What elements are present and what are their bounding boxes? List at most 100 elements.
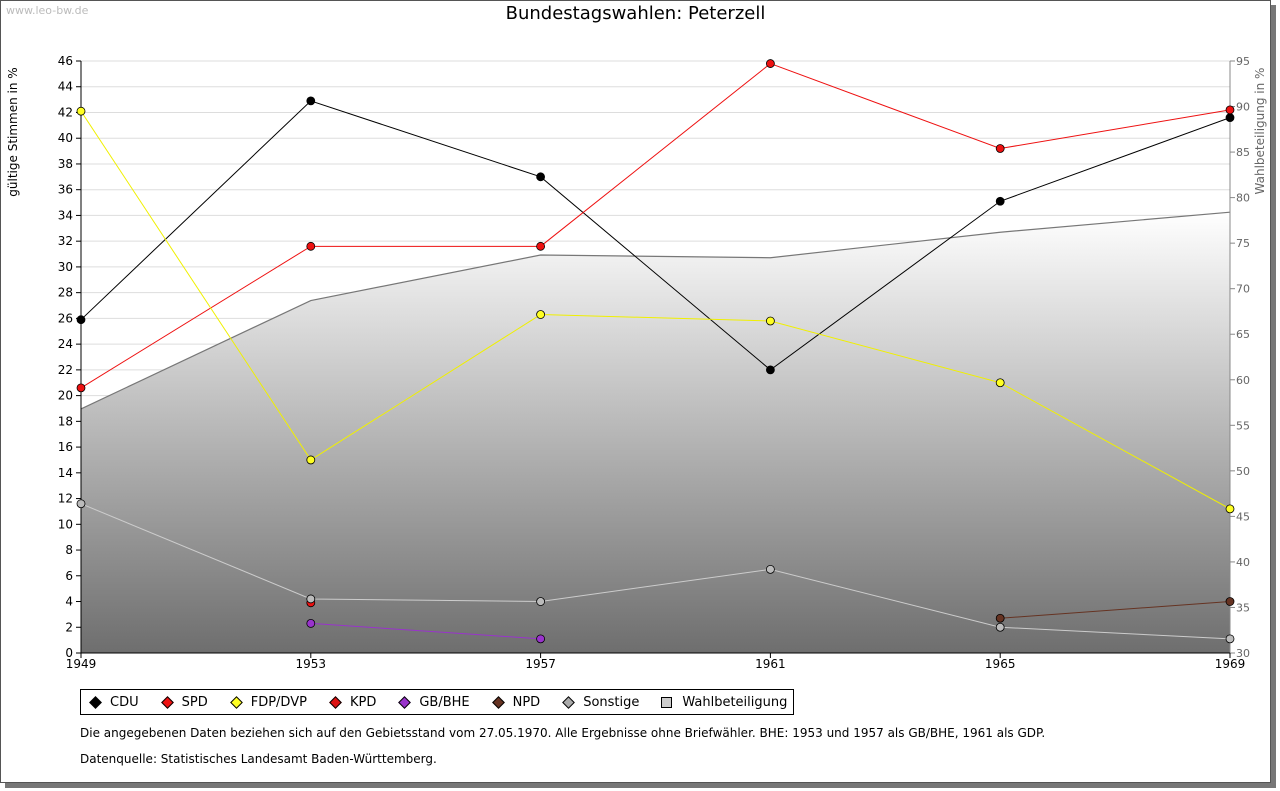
legend-item-fdp-dvp: FDP/DVP: [228, 695, 307, 710]
series-line-spd: [80, 63, 1231, 389]
series-line-gb-bhe: [310, 622, 541, 640]
y2-tick-label-40: 40: [1236, 556, 1250, 569]
point-cdu-1969: [1225, 113, 1235, 123]
x-tick-label-1953: 1953: [296, 657, 327, 671]
y-tick-label-18: 18: [58, 414, 73, 428]
legend-label: CDU: [110, 694, 139, 710]
turnout-area-fill: [81, 212, 1230, 654]
point-npd-1969: [1225, 597, 1235, 606]
legend-item-sonstige: Sonstige: [560, 695, 639, 710]
y-tick-label-40: 40: [58, 131, 73, 145]
y2-tick-label-60: 60: [1236, 374, 1250, 387]
legend-item-spd: SPD: [159, 695, 208, 710]
x-tick-label-1949: 1949: [66, 657, 97, 671]
legend-swatch: [562, 695, 576, 709]
point-spd-1969: [1225, 105, 1235, 115]
x-tick-label-1957: 1957: [525, 657, 556, 671]
y-tick-label-2: 2: [65, 620, 73, 634]
series-line-fdp-dvp: [80, 110, 1231, 510]
y-tick-label-46: 46: [58, 54, 73, 68]
y-tick-label-30: 30: [58, 260, 73, 274]
y-tick-label-34: 34: [58, 208, 73, 222]
y-tick-label-6: 6: [65, 569, 73, 583]
y-tick-label-20: 20: [58, 389, 73, 403]
point-sonstige-1957: [536, 597, 545, 606]
y-tick-label-44: 44: [58, 80, 73, 94]
y-tick-label-32: 32: [58, 234, 73, 248]
y-tick-label-10: 10: [58, 517, 73, 531]
legend-swatch: [229, 695, 243, 709]
point-sonstige-1953: [306, 594, 316, 604]
point-fdp-dvp-1965: [995, 378, 1005, 388]
y-tick-label-42: 42: [58, 105, 73, 119]
y-tick-label-14: 14: [58, 466, 73, 480]
data-source: Datenquelle: Statistisches Landesamt Bad…: [80, 752, 437, 766]
legend: CDU SPD FDP/DVP KPD GB/BHE NPD Sonstige Wahlbet…: [80, 689, 795, 715]
y-tick-label-8: 8: [65, 543, 73, 557]
y-tick-label-24: 24: [58, 337, 73, 351]
point-sonstige-1949: [76, 499, 86, 509]
axes: 0246810121416182022242628303234363840424…: [58, 54, 1250, 671]
y-tick-label-38: 38: [58, 157, 73, 171]
legend-swatch: [329, 695, 342, 709]
point-cdu-1957: [536, 172, 545, 182]
legend-swatch: [661, 696, 673, 708]
x-tick-label-1965: 1965: [985, 657, 1016, 671]
y2-tick-label-95: 95: [1236, 55, 1250, 68]
legend-label: Wahlbeteiligung: [682, 694, 788, 710]
series-line-sonstige: [80, 503, 1231, 640]
point-gb-bhe-1957: [536, 634, 545, 644]
point-spd-1957: [536, 241, 545, 251]
legend-swatch: [89, 695, 102, 709]
point-cdu-1965: [995, 196, 1005, 206]
watermark: www.leo-bw.de: [6, 4, 89, 17]
y2-tick-label-55: 55: [1236, 419, 1250, 432]
y2-tick-label-45: 45: [1236, 510, 1250, 523]
legend-swatch: [398, 695, 412, 709]
point-cdu-1953: [306, 96, 316, 106]
y-tick-label-0: 0: [65, 646, 73, 660]
y2-tick-label-35: 35: [1236, 601, 1250, 614]
legend-item-gb-bhe: GB/BHE: [396, 694, 470, 710]
point-fdp-dvp-1953: [306, 455, 316, 465]
y2-tick-label-50: 50: [1236, 465, 1250, 478]
point-sonstige-1965: [995, 622, 1005, 632]
point-gb-bhe-1953: [306, 619, 316, 628]
y2-tick-label-30: 30: [1236, 647, 1250, 660]
point-spd-1949: [76, 383, 86, 393]
y-axis-label-left: gültige Stimmen in %: [6, 67, 20, 197]
point-spd-1965: [995, 144, 1005, 153]
x-tick-label-1961: 1961: [755, 657, 786, 671]
y-tick-label-12: 12: [58, 492, 73, 506]
y-tick-label-4: 4: [65, 595, 73, 609]
point-sonstige-1969: [1225, 634, 1235, 644]
legend-item-cdu: CDU: [87, 695, 139, 710]
y2-tick-label-85: 85: [1236, 146, 1250, 159]
legend-swatch: [491, 695, 505, 709]
y-tick-label-26: 26: [58, 311, 73, 325]
point-sonstige-1961: [766, 564, 775, 574]
point-cdu-1961: [766, 365, 775, 375]
chart-title: Bundestagswahlen: Peterzell: [505, 3, 766, 24]
point-spd-1953: [306, 241, 316, 251]
point-fdp-dvp-1961: [766, 316, 775, 326]
y-tick-label-16: 16: [58, 440, 73, 454]
legend-label: FDP/DVP: [250, 694, 307, 710]
point-cdu-1949: [76, 315, 86, 325]
y2-tick-label-90: 90: [1236, 101, 1250, 114]
legend-item-kpd: KPD: [327, 695, 376, 710]
legend-label: Sonstige: [583, 694, 640, 710]
series-line-cdu: [80, 100, 1231, 371]
y-tick-label-36: 36: [58, 183, 73, 197]
legend-swatch: [160, 695, 174, 709]
legend-item-npd: NPD: [490, 695, 540, 710]
series-line-npd: [1000, 601, 1231, 619]
legend-label: KPD: [349, 694, 377, 710]
turnout-area: [80, 211, 1231, 654]
series: [76, 59, 1235, 644]
y-tick-label-28: 28: [58, 286, 73, 300]
legend-label: GB/BHE: [419, 694, 470, 710]
point-fdp-dvp-1957: [536, 310, 545, 319]
y2-tick-label-70: 70: [1236, 283, 1250, 296]
